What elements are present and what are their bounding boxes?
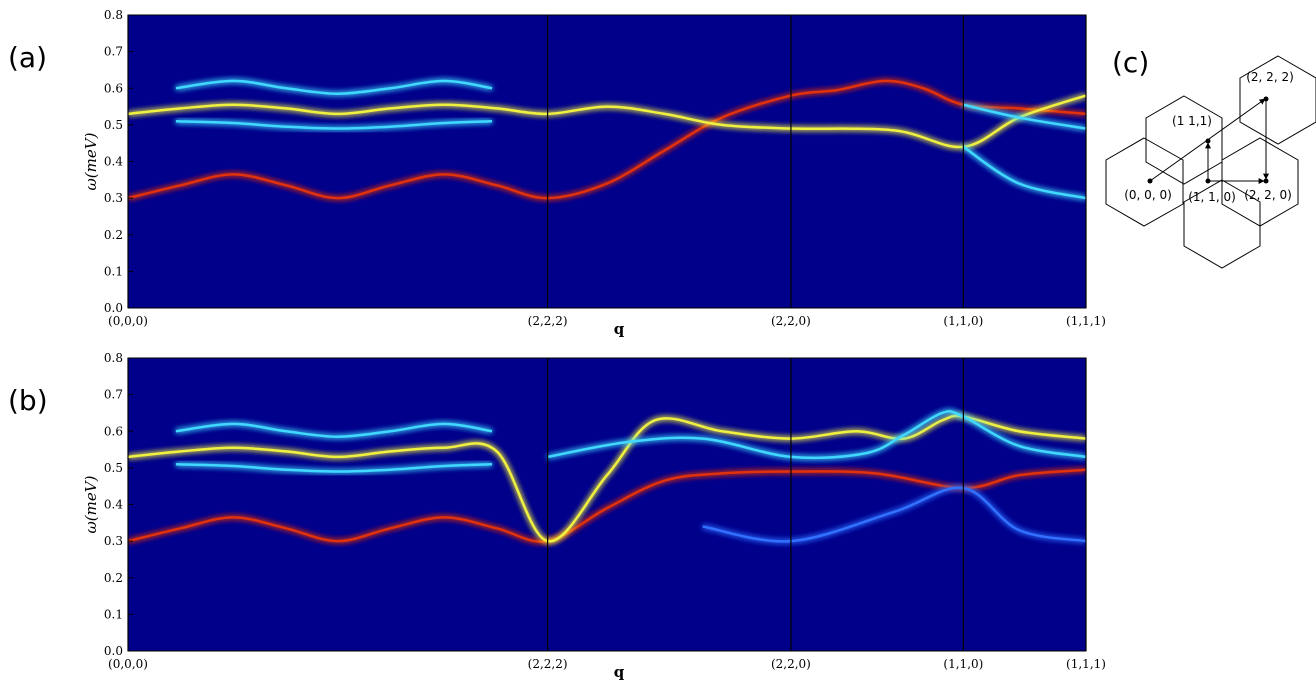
- plot-area: [128, 410, 1086, 543]
- point: [1147, 178, 1153, 184]
- y-tick-label: 0.0: [104, 644, 123, 658]
- dispersion-line: [175, 119, 493, 130]
- y-tick-label: 0.2: [104, 228, 123, 242]
- y-axis-label: ω(meV): [82, 475, 100, 533]
- y-tick-label: 0.8: [104, 351, 123, 365]
- x-tick-label: (2,2,0): [771, 314, 811, 328]
- y-tick-label: 0.3: [104, 534, 123, 548]
- y-axis-label: ω(meV): [82, 132, 100, 190]
- dispersion-line: [175, 79, 493, 95]
- panel-label: (c): [1112, 46, 1149, 79]
- plot-area: [128, 79, 1086, 200]
- panel-label: (a): [8, 41, 47, 74]
- x-tick-label: (2,2,2): [528, 314, 568, 328]
- x-tick-label: (0,0,0): [108, 657, 148, 671]
- point: [1205, 178, 1211, 184]
- x-tick-label: (1,1,0): [943, 314, 983, 328]
- dispersion-line: [962, 145, 1086, 200]
- x-axis-label: q: [614, 663, 625, 681]
- hexagon: [1145, 95, 1223, 185]
- dispersion-line: [702, 486, 1086, 543]
- y-tick-label: 0.6: [104, 424, 123, 438]
- point-label: (1 1,1): [1172, 114, 1212, 128]
- y-tick-label: 0.5: [104, 461, 123, 475]
- hexagon: [1105, 137, 1184, 227]
- y-tick-label: 0.4: [104, 155, 123, 169]
- point-label: (1, 1, 0): [1188, 190, 1236, 204]
- point: [1205, 138, 1211, 144]
- y-tick-label: 0.1: [104, 264, 123, 278]
- x-tick-label: (1,1,1): [1066, 657, 1106, 671]
- plot-frame: [127, 357, 1087, 652]
- x-tick-label: (1,1,0): [943, 657, 983, 671]
- plot: (0,0,0) (2,2,2) (2,2,0) (1,1,0) (1,1,1) 0.0 0.…: [8, 351, 1106, 681]
- y-tick-label: 0.8: [104, 8, 123, 22]
- y-tick-label: 0.3: [104, 191, 123, 205]
- point: [1263, 178, 1269, 184]
- y-tick-label: 0.0: [104, 301, 123, 315]
- x-axis-label: q: [614, 320, 625, 338]
- plot-background: [128, 358, 1086, 651]
- x-tick-label: (2,2,2): [528, 657, 568, 671]
- dispersion-line: [175, 422, 493, 438]
- panel-label: (b): [8, 384, 48, 417]
- x-tick-label: (1,1,1): [1066, 314, 1106, 328]
- y-tick-label: 0.5: [104, 118, 123, 132]
- plot: (0,0,0) (2,2,2) (2,2,0) (1,1,0) (1,1,1) 0.0 0.…: [8, 8, 1106, 338]
- dispersion-line: [128, 94, 1086, 149]
- point: [1263, 96, 1269, 102]
- dispersion-line: [128, 79, 1086, 200]
- x-tick-label: (2,2,0): [771, 657, 811, 671]
- diagram: (c) (2, 2, 2) (1 1,1) (0, 0, 0) (1, 1, 0…: [1105, 46, 1316, 269]
- dispersion-line: [128, 414, 1086, 543]
- y-tick-label: 0.1: [104, 607, 123, 621]
- point-label: (2, 2, 2): [1246, 70, 1294, 84]
- hexagon: [1239, 55, 1316, 145]
- point-label: (2, 2, 0): [1244, 188, 1292, 202]
- dispersion-line: [128, 468, 1086, 543]
- dispersion-line: [547, 410, 1086, 460]
- dispersion-line: [175, 462, 493, 473]
- plot-frame: [127, 14, 1087, 309]
- x-tick-label: (0,0,0): [108, 314, 148, 328]
- y-tick-label: 0.4: [104, 498, 123, 512]
- y-tick-label: 0.2: [104, 571, 123, 585]
- point-label: (0, 0, 0): [1124, 188, 1172, 202]
- y-tick-label: 0.7: [104, 45, 123, 59]
- y-tick-label: 0.7: [104, 388, 123, 402]
- hexagon: [1183, 179, 1261, 269]
- y-tick-label: 0.6: [104, 81, 123, 95]
- dispersion-line: [963, 103, 1086, 130]
- plot-background: [128, 15, 1086, 308]
